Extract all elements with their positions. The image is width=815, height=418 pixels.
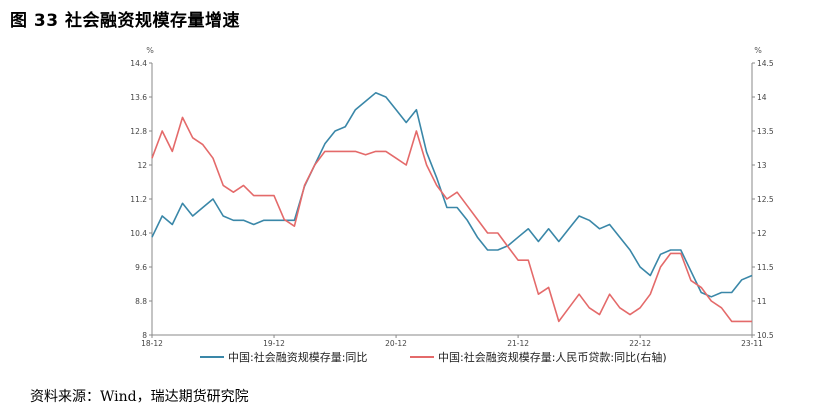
figure-source: 资料来源：Wind，瑞达期货研究院 xyxy=(30,389,249,405)
right-tick-label: 11.5 xyxy=(757,263,774,272)
left-tick-label: 8.8 xyxy=(135,297,147,306)
x-tick-label: 19-12 xyxy=(263,339,285,348)
legend-item-rmb-loans: 中国:社会融资规模存量:人民币贷款:同比(右轴) xyxy=(438,350,667,364)
left-tick-label: 14.4 xyxy=(130,59,147,68)
x-tick-label: 22-12 xyxy=(629,339,651,348)
right-tick-label: 11 xyxy=(757,297,767,306)
right-tick-label: 13 xyxy=(757,161,767,170)
left-tick-label: 12.8 xyxy=(130,127,147,136)
left-tick-label: 11.2 xyxy=(130,195,147,204)
series-line-social-financing xyxy=(151,92,753,298)
left-tick-label: 8 xyxy=(142,331,147,340)
right-tick-label: 13.5 xyxy=(757,127,774,136)
line-chart: % % 8 8.8 9.6 10.4 11.2 12 12.8 13.6 14.4 10.5 11 11.… xyxy=(130,46,774,364)
right-tick-label: 14 xyxy=(757,93,767,102)
series-line-rmb-loans xyxy=(151,116,752,323)
legend-item-social-financing: 中国:社会融资规模存量:同比 xyxy=(228,350,367,364)
left-tick-label: 12 xyxy=(137,161,147,170)
x-tick-label: 18-12 xyxy=(141,339,163,348)
left-tick-label: 9.6 xyxy=(135,263,147,272)
right-tick-label: 12 xyxy=(757,229,767,238)
left-axis-unit: % xyxy=(146,46,154,55)
right-tick-label: 10.5 xyxy=(757,331,774,340)
right-tick-label: 12.5 xyxy=(757,195,774,204)
right-tick-label: 14.5 xyxy=(757,59,774,68)
right-axis-unit: % xyxy=(754,46,762,55)
left-tick-label: 13.6 xyxy=(130,93,147,102)
x-tick-label: 20-12 xyxy=(385,339,407,348)
x-tick-label: 23-11 xyxy=(741,339,763,348)
x-tick-label: 21-12 xyxy=(507,339,529,348)
figure-title: 图 33 社会融资规模存量增速 xyxy=(10,11,240,31)
left-tick-label: 10.4 xyxy=(130,229,147,238)
